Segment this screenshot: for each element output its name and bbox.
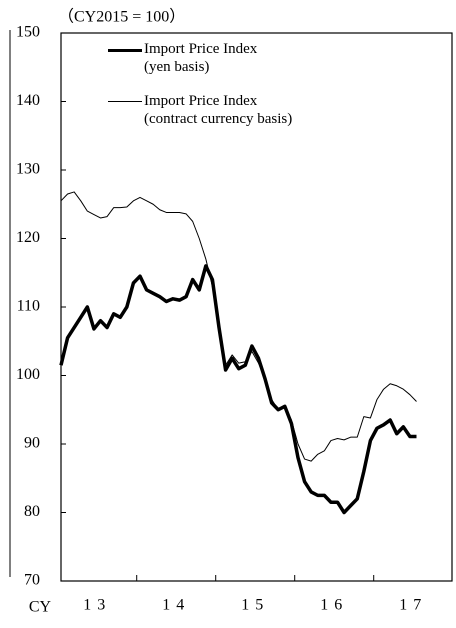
x-tick-label: 15 <box>241 597 269 614</box>
x-tick-label: 13 <box>83 597 111 614</box>
x-tick-label: 16 <box>320 597 348 614</box>
y-tick-label: 150 <box>16 24 40 41</box>
y-tick-label: 70 <box>24 572 40 589</box>
legend: Import Price Index (yen basis) Import Pri… <box>108 40 292 144</box>
y-tick-label: 110 <box>17 298 40 315</box>
y-tick-label: 130 <box>16 161 40 178</box>
annotation: （CY2015 = 100） <box>58 8 185 26</box>
y-tick-label: 90 <box>24 435 40 452</box>
legend-label: Import Price Index (yen basis) <box>144 41 258 75</box>
legend-entry: Import Price Index (yen basis) <box>108 40 292 76</box>
series-line <box>59 264 417 515</box>
y-tick-label: 120 <box>16 229 40 246</box>
y-tick-label: 140 <box>16 92 40 109</box>
series-line <box>60 191 417 462</box>
y-tick-label: 80 <box>24 503 40 520</box>
legend-key <box>108 49 142 52</box>
x-tick-label: 14 <box>162 597 190 614</box>
legend-key <box>108 101 142 102</box>
legend-entry: Import Price Index (contract currency ba… <box>108 92 292 128</box>
x-axis-label: CY <box>29 599 52 616</box>
x-tick-label: 17 <box>399 597 427 614</box>
y-tick-label: 100 <box>16 366 40 383</box>
legend-label: Import Price Index (contract currency ba… <box>144 93 293 127</box>
